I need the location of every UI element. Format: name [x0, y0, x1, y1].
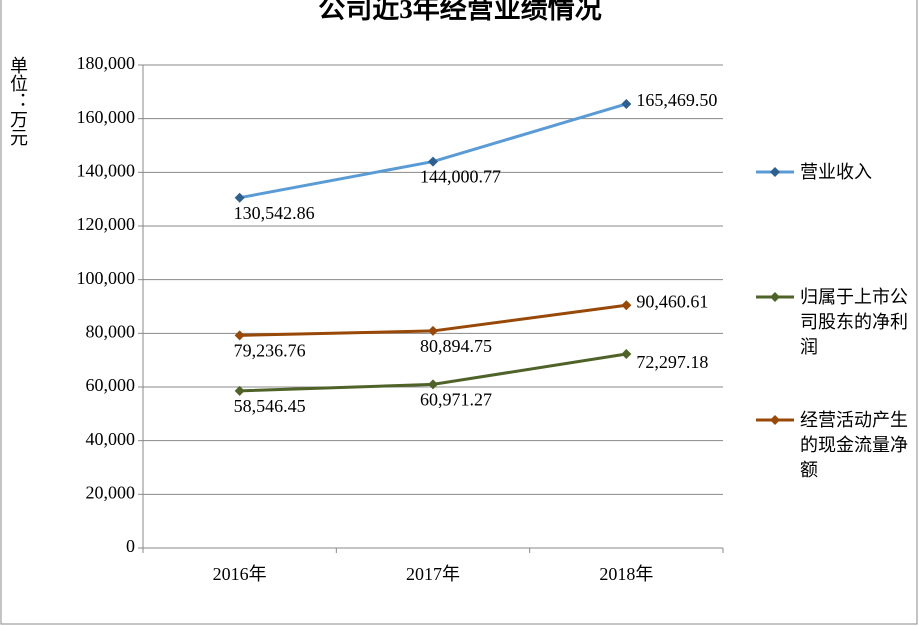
- data-point: [234, 192, 245, 203]
- x-tick-label: 2018年: [599, 564, 653, 584]
- data-point: [621, 300, 632, 311]
- legend-marker: [770, 292, 780, 302]
- y-tick-label: 120,000: [77, 214, 136, 234]
- x-tick-label: 2017年: [406, 564, 460, 584]
- legend-label: 经营活动产生的现金流量净额: [800, 410, 908, 480]
- data-label: 90,460.61: [636, 291, 708, 311]
- data-point: [234, 385, 245, 396]
- data-label: 60,971.27: [420, 390, 492, 410]
- y-tick-label: 160,000: [77, 107, 136, 127]
- y-tick-label: 80,000: [86, 321, 136, 341]
- data-label: 144,000.77: [420, 167, 501, 187]
- data-label: 79,236.76: [234, 341, 306, 361]
- data-label: 130,542.86: [234, 203, 315, 223]
- data-point: [428, 325, 438, 336]
- data-label: 165,469.50: [636, 90, 717, 110]
- y-tick-label: 100,000: [77, 268, 136, 288]
- y-tick-label: 20,000: [86, 482, 136, 502]
- data-point: [428, 156, 438, 167]
- data-label: 58,546.45: [234, 396, 306, 416]
- y-tick-label: 140,000: [77, 160, 136, 180]
- data-label: 72,297.18: [636, 352, 708, 372]
- legend-marker: [770, 167, 780, 177]
- x-tick-label: 2016年: [213, 564, 267, 584]
- y-tick-label: 60,000: [86, 375, 136, 395]
- chart-title: 公司近3年经营业绩情况: [318, 0, 602, 24]
- data-point: [428, 379, 438, 390]
- legend-label: 归属于上市公司股东的净利润: [800, 287, 908, 357]
- y-axis-label: 单位：万元: [8, 56, 28, 146]
- legend-label: 营业收入: [800, 162, 872, 182]
- data-point: [234, 330, 245, 341]
- data-point: [621, 98, 632, 109]
- legend-marker: [770, 415, 780, 425]
- y-tick-label: 40,000: [86, 429, 136, 449]
- y-tick-label: 180,000: [77, 53, 136, 73]
- data-point: [621, 349, 632, 360]
- y-tick-label: 0: [126, 536, 135, 556]
- data-label: 80,894.75: [420, 336, 492, 356]
